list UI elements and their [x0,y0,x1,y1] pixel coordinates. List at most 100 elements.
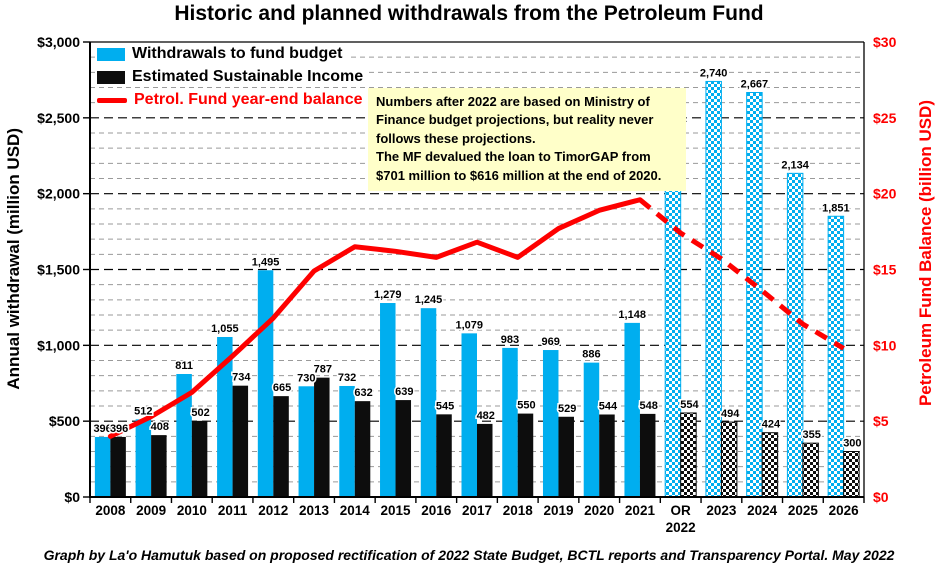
x-axis-label-OR-2022: OR [671,503,692,518]
legend-item-withdrawals: Withdrawals to fund budget [97,44,348,64]
bar-withdrawals-2026 [827,215,845,498]
annotation-paragraph-1: Numbers after 2022 are based on Ministry… [376,94,654,146]
bar-value-label-esi: 665 [273,382,291,394]
bar-value-label-withdrawals: 811 [175,360,193,372]
bar-esi-2018 [517,413,534,497]
bar-withdrawals-2010 [176,373,192,497]
x-axis-label-2015: 2015 [381,503,412,518]
legend-withdrawals-label: Withdrawals to fund budget [132,45,343,62]
bar-value-label-esi: 554 [680,399,699,411]
x-axis-label-2021: 2021 [625,503,656,518]
legend-item-esi: Estimated Sustainable Income [97,67,369,87]
left-axis-tick-label: $0 [64,489,80,505]
bar-value-label-withdrawals: 732 [338,372,356,384]
bar-withdrawals-2020 [583,362,600,497]
left-axis-tick-label: $500 [49,413,80,429]
x-axis-label-2023: 2023 [706,503,737,518]
bar-withdrawals-2015 [380,303,396,497]
x-axis-label-2010: 2010 [177,503,207,518]
bar-value-label-esi: 787 [314,364,332,376]
x-axis-label-2008: 2008 [95,503,126,518]
balance-line-historic [107,197,643,439]
right-axis-tick-label: $10 [873,337,897,353]
bar-esi-2011 [232,385,249,497]
bar-withdrawals-2017 [461,333,477,497]
right-axis-title: Petroleum Fund Balance (billion USD) [916,100,935,407]
bar-value-label-esi: 550 [517,400,535,412]
withdrawals-swatch-icon [97,47,125,61]
left-axis-tick-label: $2,500 [37,110,80,126]
bar-esi-2023 [720,421,738,498]
left-axis-tick-label: $3,000 [37,34,80,50]
esi-swatch-icon [97,70,125,84]
left-axis-title: Annual withdrawal (million USD) [4,128,23,390]
annotation-paragraph-2: The MF devalued the loan to TimorGAP fro… [376,149,662,183]
balance-line-swatch-icon [97,97,127,103]
bar-value-label-withdrawals: 1,148 [618,309,646,321]
bar-esi-2017 [477,423,493,497]
right-axis-tick-label: $5 [873,413,889,429]
bar-value-label-esi: 482 [477,410,495,422]
x-axis-label-2009: 2009 [136,503,166,518]
bar-esi-OR 2022 [680,412,697,498]
bar-value-label-withdrawals: 1,851 [822,202,850,214]
x-axis-label-2019: 2019 [543,503,573,518]
bar-value-label-withdrawals: 396 [93,423,111,435]
bar-withdrawals-2023 [705,80,722,498]
bar-value-label-withdrawals: 1,245 [415,294,443,306]
x-axis-label-2017: 2017 [462,503,492,518]
bar-withdrawals-2011 [217,336,233,497]
legend-esi-label: Estimated Sustainable Income [132,68,364,85]
x-axis-label-2025: 2025 [788,503,819,518]
bar-esi-2008 [110,436,126,497]
bar-esi-2024 [761,432,779,498]
bar-value-label-esi: 502 [191,407,209,419]
x-axis-label-2016: 2016 [421,503,452,518]
x-axis-label-2012: 2012 [258,503,288,518]
bar-value-label-esi: 545 [436,400,454,412]
x-axis-label-2013: 2013 [299,503,330,518]
bar-value-label-withdrawals: 2,667 [741,79,769,91]
bar-withdrawals-2021 [624,322,640,497]
x-axis-label-2026: 2026 [829,503,860,518]
bar-esi-2020 [599,414,615,497]
bar-value-label-esi: 548 [640,400,658,412]
bar-esi-2019 [558,416,574,497]
left-axis-tick-label: $2,000 [37,186,80,202]
bar-esi-2015 [395,400,412,497]
source-caption: Graph by La'o Hamutuk based on proposed … [43,547,895,563]
bar-value-label-esi: 632 [354,387,372,399]
left-axis-tick-label: $1,000 [37,337,80,353]
bar-value-label-esi: 355 [802,429,820,441]
bar-withdrawals-2024 [746,92,763,498]
bar-withdrawals-2016 [420,308,437,497]
x-axis-label-2024: 2024 [747,503,778,518]
bar-value-label-esi: 424 [762,419,781,431]
bar-esi-2010 [191,420,208,497]
bar-withdrawals-2009 [135,419,152,497]
bar-esi-2025 [802,442,819,498]
bar-value-label-withdrawals: 2,134 [781,159,809,171]
bar-esi-2013 [314,377,330,497]
bar-withdrawals-2013 [298,386,315,497]
bar-withdrawals-2012 [257,270,274,497]
bar-value-label-esi: 408 [151,421,169,433]
x-axis-label-2014: 2014 [340,503,371,518]
legend-item-balance: Petrol. Fund year-end balance [97,90,368,110]
bar-value-label-esi: 396 [110,423,128,435]
bar-value-label-withdrawals: 1,055 [211,323,239,335]
bar-esi-2026 [843,451,860,498]
bar-value-label-withdrawals: 1,495 [252,256,280,268]
bar-withdrawals-2014 [339,385,355,497]
bar-esi-2012 [273,396,289,497]
bar-value-label-withdrawals: 730 [297,372,315,384]
x-axis-label-OR-2022: 2022 [666,520,696,535]
annotation-box: Numbers after 2022 are based on Ministry… [368,88,686,192]
legend-balance-label: Petrol. Fund year-end balance [134,91,363,108]
chart-legend: Withdrawals to fund budget Estimated Sus… [97,44,369,113]
bar-value-label-esi: 494 [721,408,740,420]
right-axis-tick-label: $0 [873,489,889,505]
bar-value-label-esi: 639 [395,386,413,398]
bar-esi-2016 [436,414,452,497]
bar-value-label-withdrawals: 886 [582,349,600,361]
